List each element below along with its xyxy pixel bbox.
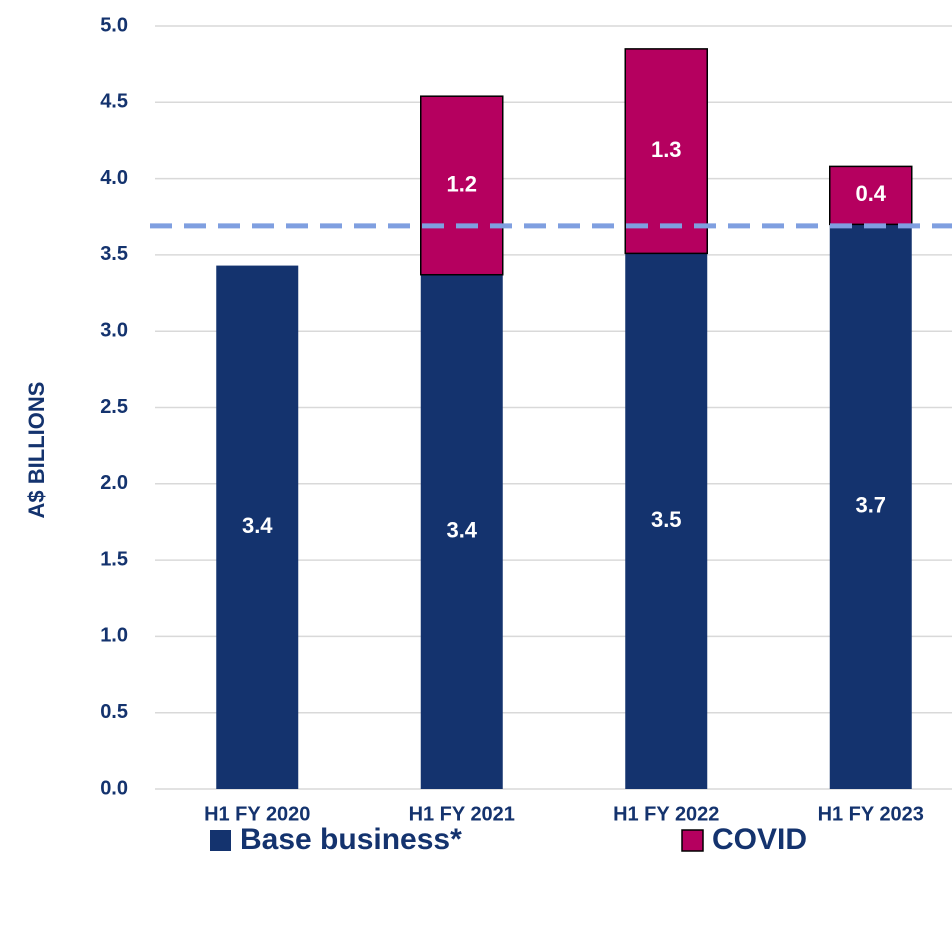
value-label: 1.3 (651, 137, 682, 162)
value-label: 1.2 (446, 171, 477, 196)
y-tick-label: 5.0 (100, 14, 128, 36)
x-tick-label: H1 FY 2021 (409, 803, 515, 825)
y-tick-label: 3.0 (100, 319, 128, 341)
x-tick-label: H1 FY 2023 (818, 803, 924, 825)
bar-segment (420, 95, 504, 276)
x-tick-label: H1 FY 2022 (613, 803, 719, 825)
y-tick-label: 4.0 (100, 167, 128, 189)
y-tick-label: 2.5 (100, 396, 128, 418)
legend-label: Base business* (240, 823, 462, 856)
bar-segment (420, 274, 503, 789)
value-label: 3.5 (651, 507, 682, 532)
bar-segment (625, 253, 708, 789)
value-label: 3.7 (855, 493, 886, 518)
value-label: 3.4 (446, 518, 477, 543)
value-label: 3.4 (242, 513, 273, 538)
legend-label: COVID (712, 823, 807, 856)
legend-swatch (210, 830, 231, 851)
bar-segment (624, 48, 708, 255)
bar-segment (829, 224, 912, 789)
legend-swatch (681, 829, 704, 852)
y-tick-label: 1.5 (100, 548, 128, 570)
y-tick-label: 4.5 (100, 91, 128, 113)
y-tick-label: 3.5 (100, 243, 128, 265)
bar-segment (829, 165, 913, 226)
y-tick-label: 1.0 (100, 625, 128, 647)
x-tick-label: H1 FY 2020 (204, 803, 310, 825)
y-tick-label: 2.0 (100, 472, 128, 494)
bar-segment (216, 265, 299, 789)
y-axis-label: A$ BILLIONS (24, 382, 49, 519)
y-tick-label: 0.0 (100, 777, 128, 799)
value-label: 0.4 (855, 181, 886, 206)
y-tick-label: 0.5 (100, 701, 128, 723)
